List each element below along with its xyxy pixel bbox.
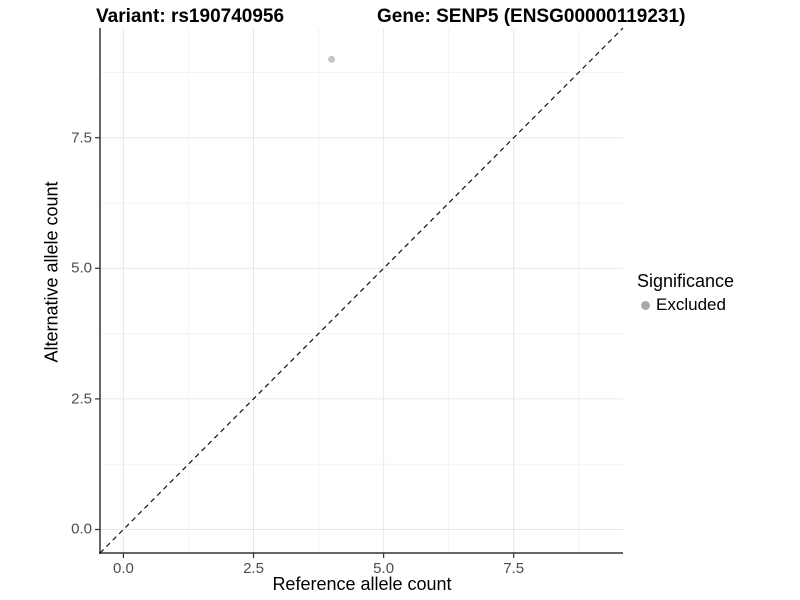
x-tick-label: 5.0 [373,560,395,577]
legend: Significance Excluded [637,271,734,315]
y-tick-label: 2.5 [71,390,92,408]
legend-dot-icon [641,300,650,310]
x-tick-label: 2.5 [243,560,264,577]
legend-title: Significance [637,271,735,291]
plot-title-variant: Variant: rs190740956 [96,6,285,27]
legend-items: Excluded [637,295,734,315]
x-tick-label: 7.5 [503,560,525,577]
plot-title-gene: Gene: SENP5 (ENSG00000119231) [377,6,686,27]
y-tick-label: 5.0 [71,259,92,277]
y-tick-label: 7.5 [71,129,92,147]
legend-point-icon [637,297,654,314]
x-tick-label: 0.0 [112,560,134,577]
identity-dashed-line [99,27,624,554]
legend-item-label: Excluded [656,295,726,314]
legend-item: Excluded [637,295,734,315]
y-axis-title: Alternative allele count [41,181,62,363]
x-axis-title: Reference allele count [272,574,452,594]
y-tick-label: 0.0 [71,520,92,538]
data-point [328,55,336,63]
